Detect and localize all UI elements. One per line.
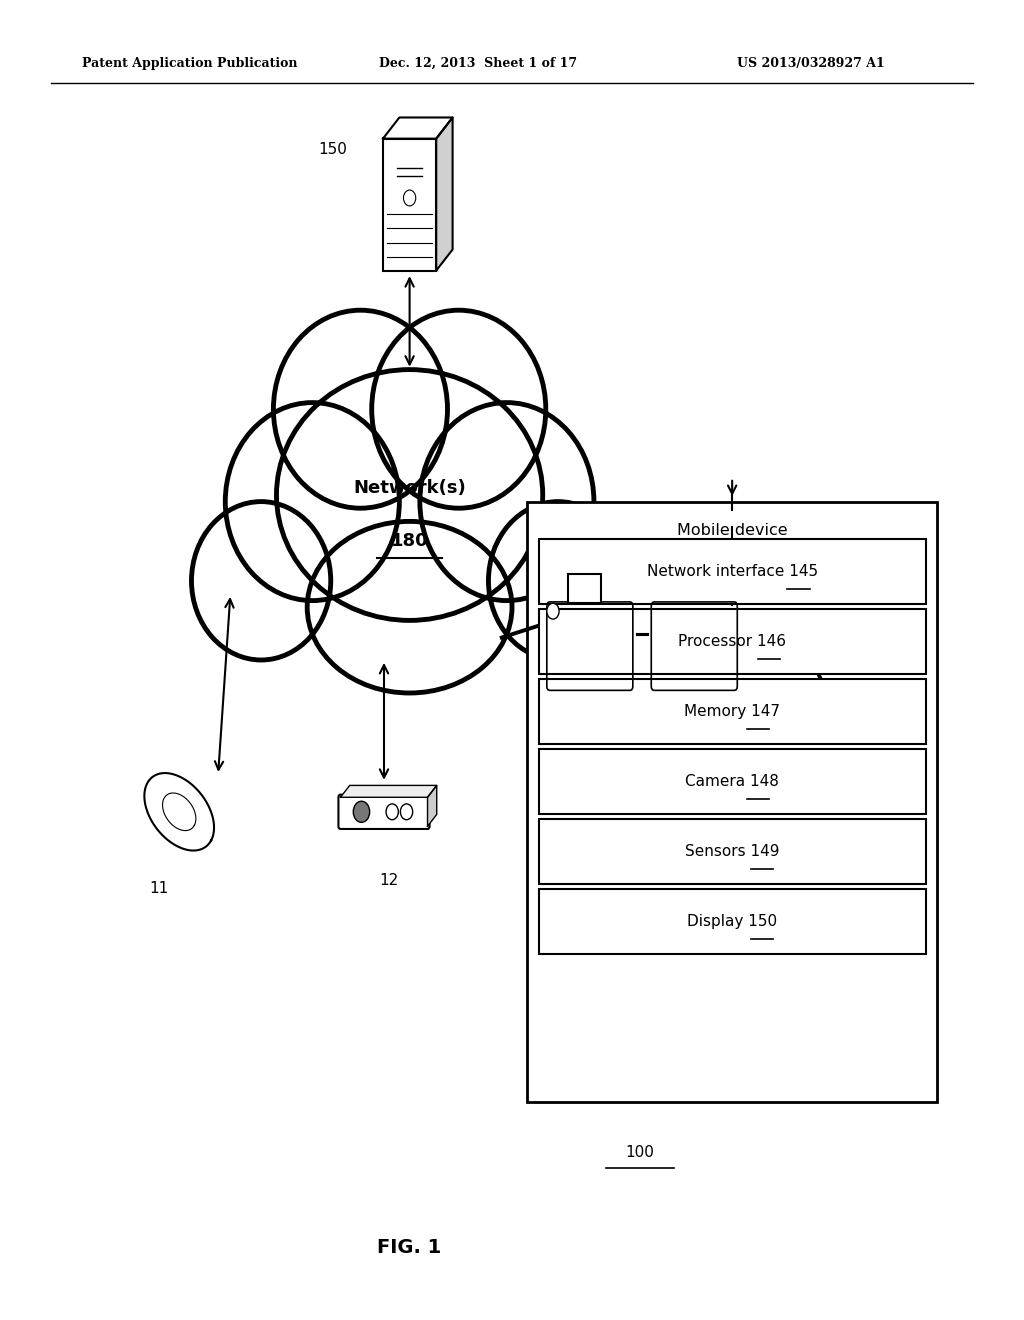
FancyBboxPatch shape: [338, 795, 430, 829]
FancyBboxPatch shape: [539, 818, 926, 884]
Text: Network(s): Network(s): [353, 479, 466, 498]
Text: Memory 147: Memory 147: [684, 704, 780, 719]
Polygon shape: [144, 774, 214, 850]
Text: Patent Application Publication: Patent Application Publication: [82, 57, 297, 70]
Circle shape: [400, 804, 413, 820]
Text: Dec. 12, 2013  Sheet 1 of 17: Dec. 12, 2013 Sheet 1 of 17: [379, 57, 577, 70]
FancyBboxPatch shape: [539, 539, 926, 605]
Text: 150: 150: [318, 141, 347, 157]
Circle shape: [403, 190, 416, 206]
Circle shape: [386, 804, 398, 820]
Ellipse shape: [191, 502, 331, 660]
Ellipse shape: [420, 403, 594, 601]
Circle shape: [353, 801, 370, 822]
Ellipse shape: [225, 403, 399, 601]
Polygon shape: [428, 785, 436, 826]
FancyBboxPatch shape: [539, 750, 926, 813]
Text: Display 150: Display 150: [687, 913, 777, 929]
Text: Mobile device: Mobile device: [677, 523, 787, 539]
Text: Sensors 149: Sensors 149: [685, 843, 779, 859]
Text: 100: 100: [626, 1144, 654, 1160]
Text: 180: 180: [391, 532, 428, 550]
Text: Processor 146: Processor 146: [678, 634, 786, 649]
FancyBboxPatch shape: [539, 610, 926, 675]
Text: 11: 11: [150, 880, 168, 896]
Text: FIG. 1: FIG. 1: [378, 1238, 441, 1257]
Ellipse shape: [276, 370, 543, 620]
Text: Camera 148: Camera 148: [685, 774, 779, 789]
FancyBboxPatch shape: [527, 502, 937, 1102]
FancyBboxPatch shape: [539, 591, 641, 701]
FancyBboxPatch shape: [539, 680, 926, 744]
Polygon shape: [436, 117, 453, 271]
Text: US 2013/0328927 A1: US 2013/0328927 A1: [737, 57, 885, 70]
Ellipse shape: [273, 310, 447, 508]
Ellipse shape: [307, 521, 512, 693]
Ellipse shape: [372, 310, 546, 508]
Polygon shape: [340, 785, 436, 797]
Text: 12: 12: [380, 873, 398, 888]
Polygon shape: [383, 117, 453, 139]
Ellipse shape: [488, 502, 628, 660]
FancyBboxPatch shape: [643, 591, 745, 701]
FancyBboxPatch shape: [383, 139, 436, 271]
FancyBboxPatch shape: [568, 574, 601, 603]
Text: Network interface 145: Network interface 145: [646, 564, 818, 579]
Text: 19: 19: [769, 656, 787, 672]
FancyBboxPatch shape: [539, 890, 926, 954]
Circle shape: [547, 603, 559, 619]
